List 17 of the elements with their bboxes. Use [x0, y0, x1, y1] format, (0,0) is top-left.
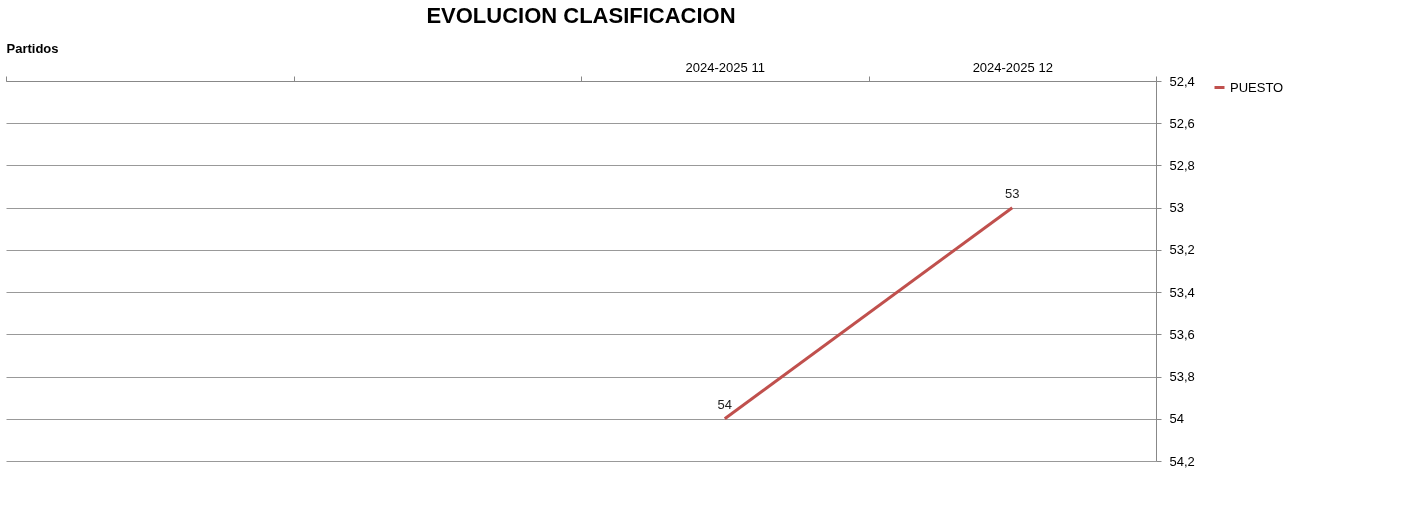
data-label: 53 [1005, 185, 1020, 201]
y-tick-label: 53,2 [1169, 242, 1195, 258]
y-tick-label: 52,4 [1169, 73, 1195, 89]
y-tick-label: 52,6 [1169, 115, 1195, 131]
y-tick-label: 52,8 [1169, 157, 1195, 173]
data-label: 54 [717, 396, 732, 412]
chart-title: EVOLUCION CLASIFICACION [426, 3, 736, 28]
y-tick-label: 53,8 [1169, 369, 1195, 385]
x-tick-label: 2024-2025 12 [972, 59, 1053, 75]
y-tick-label: 53,4 [1169, 284, 1195, 300]
legend-label: PUESTO [1230, 79, 1284, 95]
y-tick-label: 53 [1169, 200, 1184, 216]
y-tick-label: 54 [1169, 411, 1184, 427]
x-tick-label: 2024-2025 11 [685, 59, 765, 75]
x-axis-title: Partidos [6, 40, 59, 56]
y-tick-label: 54,2 [1169, 453, 1195, 469]
y-tick-label: 53,6 [1169, 326, 1195, 342]
